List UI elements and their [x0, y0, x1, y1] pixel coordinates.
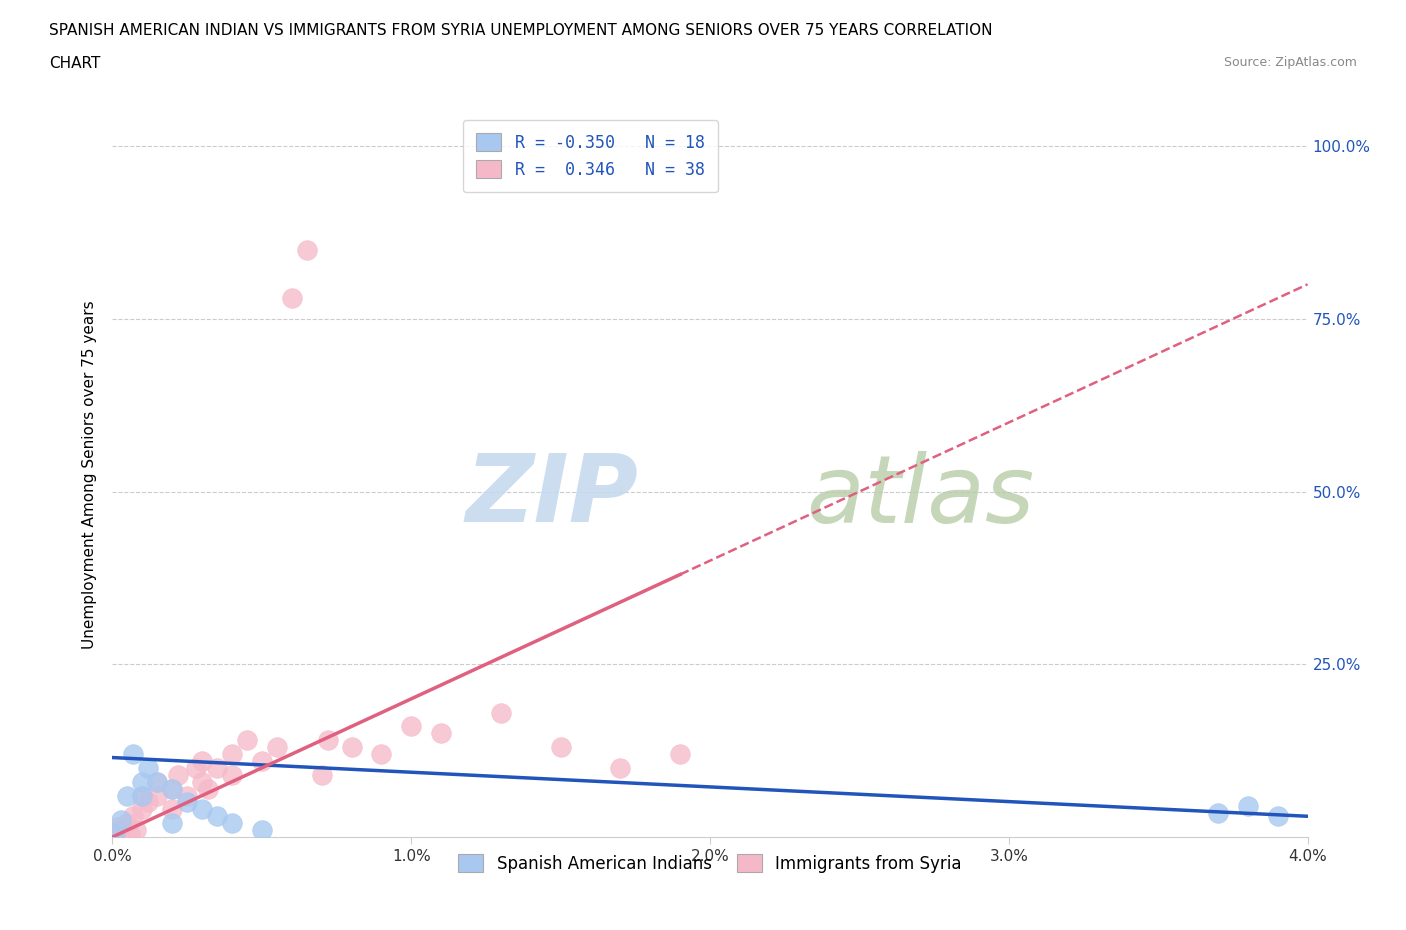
Point: [146, 775, 169, 790]
Point: [295, 243, 318, 258]
Point: [110, 823, 132, 838]
Point: [311, 767, 333, 782]
Point: [550, 739, 572, 754]
Point: [316, 733, 339, 748]
Point: [236, 733, 259, 748]
Point: [104, 826, 127, 841]
Point: [191, 802, 214, 817]
Point: [146, 775, 169, 790]
Point: [221, 816, 243, 830]
Point: [125, 823, 148, 838]
Point: [191, 753, 214, 768]
Point: [122, 747, 145, 762]
Point: [191, 775, 214, 790]
Point: [107, 819, 129, 834]
Point: [250, 823, 273, 838]
Point: [266, 739, 288, 754]
Point: [1237, 799, 1260, 814]
Point: [122, 809, 145, 824]
Point: [117, 816, 139, 830]
Point: [205, 809, 228, 824]
Point: [340, 739, 363, 754]
Point: [489, 705, 512, 720]
Point: [146, 788, 169, 803]
Point: [162, 816, 183, 830]
Point: [1267, 809, 1289, 824]
Point: [176, 788, 198, 803]
Point: [131, 802, 153, 817]
Point: [281, 291, 304, 306]
Point: [176, 795, 198, 810]
Point: [162, 802, 183, 817]
Point: [167, 767, 190, 782]
Text: Source: ZipAtlas.com: Source: ZipAtlas.com: [1223, 56, 1357, 69]
Point: [117, 788, 139, 803]
Point: [131, 775, 153, 790]
Point: [401, 719, 423, 734]
Y-axis label: Unemployment Among Seniors over 75 years: Unemployment Among Seniors over 75 years: [82, 300, 97, 648]
Point: [162, 781, 183, 796]
Point: [138, 795, 160, 810]
Point: [131, 788, 153, 803]
Point: [430, 726, 453, 741]
Point: [110, 812, 132, 827]
Point: [221, 747, 243, 762]
Legend: Spanish American Indians, Immigrants from Syria: Spanish American Indians, Immigrants fro…: [451, 847, 969, 880]
Point: [370, 747, 392, 762]
Point: [221, 767, 243, 782]
Point: [162, 781, 183, 796]
Point: [1206, 805, 1229, 820]
Text: ZIP: ZIP: [465, 450, 638, 542]
Text: CHART: CHART: [49, 56, 101, 71]
Point: [250, 753, 273, 768]
Point: [197, 781, 219, 796]
Point: [205, 761, 228, 776]
Text: SPANISH AMERICAN INDIAN VS IMMIGRANTS FROM SYRIA UNEMPLOYMENT AMONG SENIORS OVER: SPANISH AMERICAN INDIAN VS IMMIGRANTS FR…: [49, 23, 993, 38]
Point: [609, 761, 631, 776]
Point: [104, 826, 127, 841]
Point: [186, 761, 208, 776]
Point: [131, 788, 153, 803]
Point: [120, 826, 142, 841]
Text: atlas: atlas: [806, 450, 1033, 541]
Point: [669, 747, 692, 762]
Point: [138, 761, 160, 776]
